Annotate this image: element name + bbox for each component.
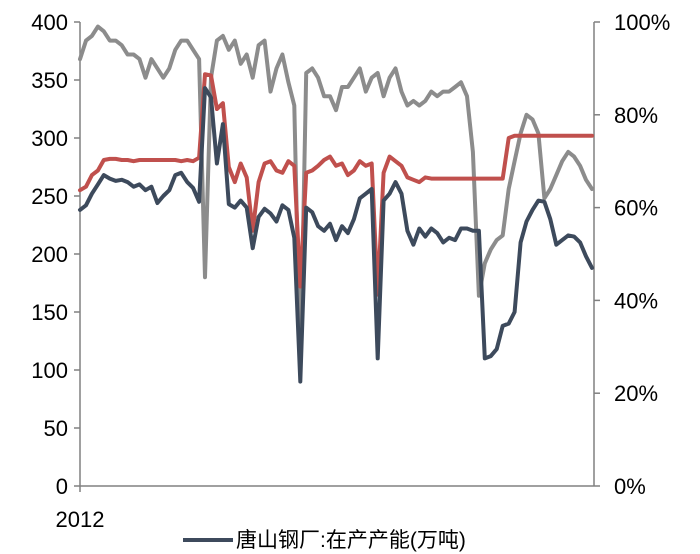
series-line-red [78, 72, 594, 297]
x-tick-label-2012: 2012 [56, 507, 105, 532]
series-layer [78, 24, 594, 384]
right-tick-label: 20% [614, 381, 658, 406]
right-tick-label: 60% [614, 196, 658, 221]
series-line-tangshan-capacity [78, 86, 594, 384]
right-tick-label: 40% [614, 288, 658, 313]
left-tick-label: 50 [44, 416, 68, 441]
left-tick-label: 150 [31, 300, 68, 325]
left-tick-label: 350 [31, 68, 68, 93]
left-tick-label: 400 [31, 10, 68, 35]
right-tick-label: 80% [614, 103, 658, 128]
right-tick-label: 0% [614, 474, 646, 499]
legend-label-tangshan-capacity: 唐山钢厂:在产产能(万吨) [236, 529, 466, 552]
left-tick-label: 100 [31, 358, 68, 383]
left-y-axis-ticks: 0 50 100 150 200 250 300 350 400 [31, 10, 80, 499]
left-tick-label: 0 [56, 474, 68, 499]
right-y-axis-ticks: 0% 20% 40% 60% 80% 100% [594, 10, 670, 499]
right-tick-label: 100% [614, 10, 670, 35]
series-line-grey-utilization [78, 24, 594, 377]
x-axis-ticks: 2012 [56, 486, 105, 532]
left-tick-label: 250 [31, 184, 68, 209]
left-tick-label: 300 [31, 126, 68, 151]
legend: 唐山钢厂:在产产能(万吨) [183, 529, 466, 552]
left-tick-label: 200 [31, 242, 68, 267]
